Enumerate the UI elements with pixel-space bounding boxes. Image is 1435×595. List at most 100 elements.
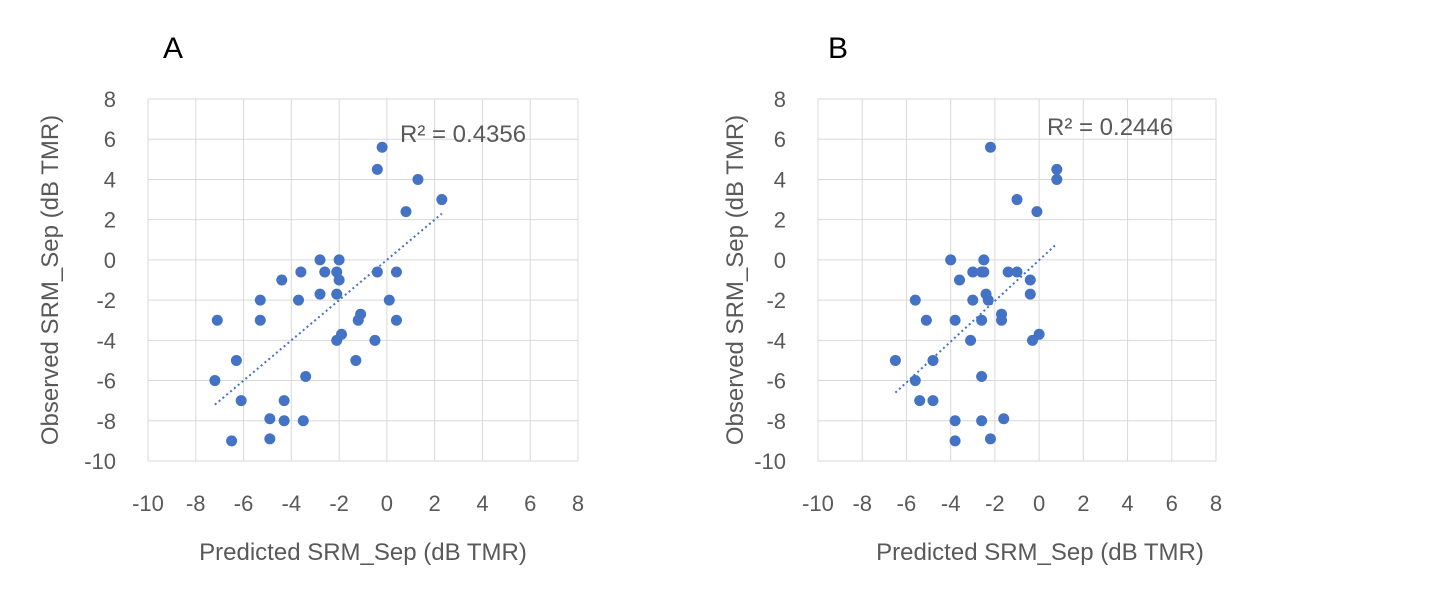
- x-axis-title: Predicted SRM_Sep (dB TMR): [199, 539, 527, 566]
- data-point: [978, 254, 990, 266]
- data-point: [927, 395, 939, 407]
- data-point: [927, 354, 939, 366]
- data-point: [889, 354, 901, 366]
- trendline: [894, 243, 1058, 394]
- x-tick-label: 8: [572, 491, 584, 516]
- data-point: [982, 294, 994, 306]
- data-point: [254, 314, 266, 326]
- data-point: [264, 433, 276, 445]
- data-point: [293, 294, 304, 306]
- data-point: [998, 413, 1010, 425]
- data-point: [352, 314, 364, 326]
- data-point: [235, 395, 247, 407]
- data-point: [965, 334, 977, 346]
- x-tick-label: -8: [852, 491, 872, 516]
- data-points: [209, 141, 448, 447]
- data-point: [954, 274, 966, 286]
- data-point: [1024, 288, 1036, 300]
- y-tick-label: 0: [774, 248, 786, 273]
- data-point: [1011, 194, 1023, 206]
- scatter-panel-a: A -10 -8 -6 -4 -2 0 2 4 6 8 -10 -8 -6 -4 -2 0 2 4 6 8 R² =…: [37, 32, 584, 566]
- data-point: [371, 266, 383, 278]
- data-point: [436, 194, 448, 206]
- y-tick-label: -10: [754, 449, 786, 474]
- x-tick-label: 8: [1210, 491, 1222, 516]
- x-tick-label: 6: [524, 491, 536, 516]
- x-axis-title: Predicted SRM_Sep (dB TMR): [876, 539, 1204, 566]
- y-tick-label: -6: [766, 369, 786, 394]
- y-tick-label: 4: [104, 167, 116, 192]
- x-tick-label: -6: [234, 491, 254, 516]
- y-tick-label: 0: [104, 248, 116, 273]
- data-point: [390, 266, 402, 278]
- data-point: [412, 173, 424, 185]
- y-tick-label: -4: [766, 328, 786, 353]
- y-tick-labels: -10 -8 -6 -4 -2 0 2 4 6 8: [84, 87, 116, 474]
- x-tick-label: 6: [1166, 491, 1178, 516]
- x-tick-label: 2: [1077, 491, 1089, 516]
- x-tick-labels: -10 -8 -6 -4 -2 0 2 4 6 8: [132, 491, 584, 516]
- y-tick-label: 8: [104, 87, 116, 112]
- data-point: [331, 288, 343, 300]
- data-point: [264, 413, 276, 425]
- data-point: [333, 274, 345, 286]
- data-point: [226, 435, 238, 447]
- data-point: [967, 294, 979, 306]
- r-squared-annotation: R² = 0.2446: [1047, 114, 1173, 141]
- data-point: [909, 375, 921, 387]
- x-tick-label: -6: [897, 491, 917, 516]
- y-tick-label: 6: [774, 127, 786, 152]
- data-point: [278, 415, 290, 427]
- data-point: [976, 415, 988, 427]
- grid-lines: [147, 98, 579, 462]
- data-point: [400, 206, 412, 218]
- y-tick-label: -8: [96, 409, 116, 434]
- y-tick-labels: -10 -8 -6 -4 -2 0 2 4 6 8: [754, 87, 786, 474]
- data-point: [376, 141, 388, 153]
- data-point: [976, 266, 988, 278]
- data-point: [300, 371, 312, 383]
- data-point: [920, 314, 932, 326]
- y-tick-label: -2: [766, 288, 786, 313]
- data-point: [996, 314, 1008, 326]
- x-tick-label: 0: [381, 491, 393, 516]
- data-point: [1031, 206, 1043, 218]
- y-tick-label: 2: [774, 208, 786, 233]
- data-point: [383, 294, 395, 306]
- data-point: [1026, 334, 1038, 346]
- data-point: [949, 435, 961, 447]
- data-point: [1024, 274, 1036, 286]
- data-point: [390, 314, 402, 326]
- data-point: [314, 288, 326, 300]
- y-tick-label: -6: [96, 369, 116, 394]
- data-point: [967, 266, 979, 278]
- x-tick-label: -2: [329, 491, 349, 516]
- data-point: [949, 314, 961, 326]
- y-tick-label: -4: [96, 328, 116, 353]
- x-tick-labels: -10 -8 -6 -4 -2 0 2 4 6 8: [802, 491, 1222, 516]
- data-point: [297, 415, 309, 427]
- y-tick-label: 6: [104, 127, 116, 152]
- x-tick-label: -2: [985, 491, 1005, 516]
- data-point: [984, 433, 996, 445]
- data-point: [914, 395, 926, 407]
- panel-label: B: [828, 32, 848, 65]
- data-point: [1051, 173, 1063, 185]
- data-point: [278, 395, 290, 407]
- data-point: [230, 354, 242, 366]
- data-point: [949, 415, 961, 427]
- y-tick-label: 8: [774, 87, 786, 112]
- data-point: [1051, 163, 1063, 175]
- data-point: [331, 334, 343, 346]
- x-tick-label: 4: [476, 491, 488, 516]
- x-tick-label: -8: [186, 491, 206, 516]
- x-tick-label: -4: [941, 491, 961, 516]
- data-point: [976, 314, 988, 326]
- data-point: [319, 266, 331, 278]
- data-point: [1011, 266, 1023, 278]
- data-point: [1002, 266, 1014, 278]
- data-point: [350, 354, 362, 366]
- data-point: [945, 254, 957, 266]
- data-point: [909, 294, 921, 306]
